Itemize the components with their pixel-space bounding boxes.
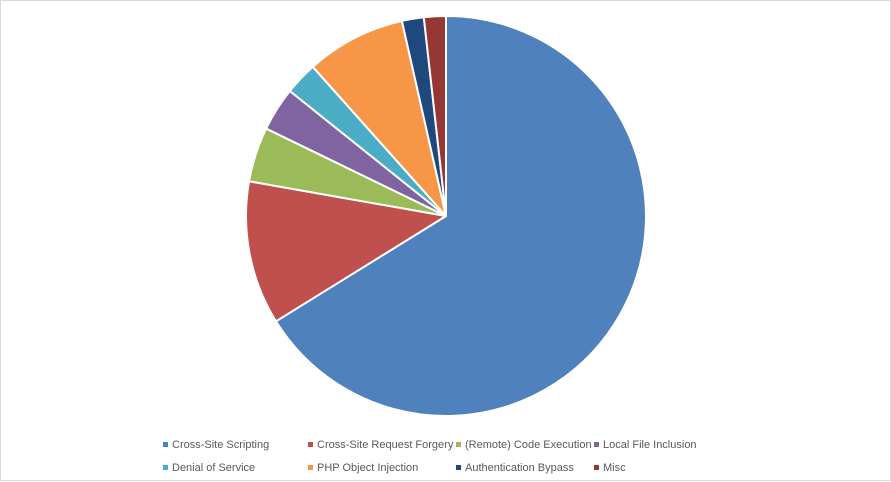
legend-swatch	[163, 442, 168, 447]
legend-swatch	[456, 442, 461, 447]
legend-label: Cross-Site Request Forgery	[317, 438, 454, 451]
legend-swatch	[308, 442, 313, 447]
legend-item: Denial of Service	[163, 462, 308, 474]
legend-swatch	[163, 465, 168, 470]
pie-slices	[245, 15, 647, 417]
legend-item: Cross-Site Request Forgery	[308, 439, 456, 451]
legend-item: Local File Inclusion	[594, 439, 697, 451]
legend-label: Denial of Service	[172, 461, 256, 474]
legend-swatch	[594, 465, 599, 470]
legend-label: PHP Object Injection	[317, 461, 419, 474]
pie-slice-cross-site-scripting	[274, 15, 647, 417]
legend-label: Cross-Site Scripting	[172, 438, 270, 451]
legend-row-1: Cross-Site Scripting Cross-Site Request …	[163, 433, 783, 456]
pie-slice-cross-site-request-forgery	[245, 180, 447, 323]
legend-label: Local File Inclusion	[603, 438, 697, 451]
pie-slice-misc	[422, 15, 447, 217]
legend-item: Authentication Bypass	[456, 462, 594, 474]
legend-item: (Remote) Code Execution	[456, 439, 594, 451]
legend-label: (Remote) Code Execution	[465, 438, 592, 451]
legend-swatch	[594, 442, 599, 447]
legend-item: PHP Object Injection	[308, 462, 456, 474]
legend-item: Cross-Site Scripting	[163, 439, 308, 451]
legend-row-2: Denial of Service PHP Object Injection A…	[163, 456, 783, 479]
legend-label: Authentication Bypass	[465, 461, 574, 474]
chart-legend: Cross-Site Scripting Cross-Site Request …	[163, 433, 783, 479]
legend-label: Misc	[603, 461, 626, 474]
legend-swatch	[456, 465, 461, 470]
legend-swatch	[308, 465, 313, 470]
legend-item: Misc	[594, 462, 626, 474]
